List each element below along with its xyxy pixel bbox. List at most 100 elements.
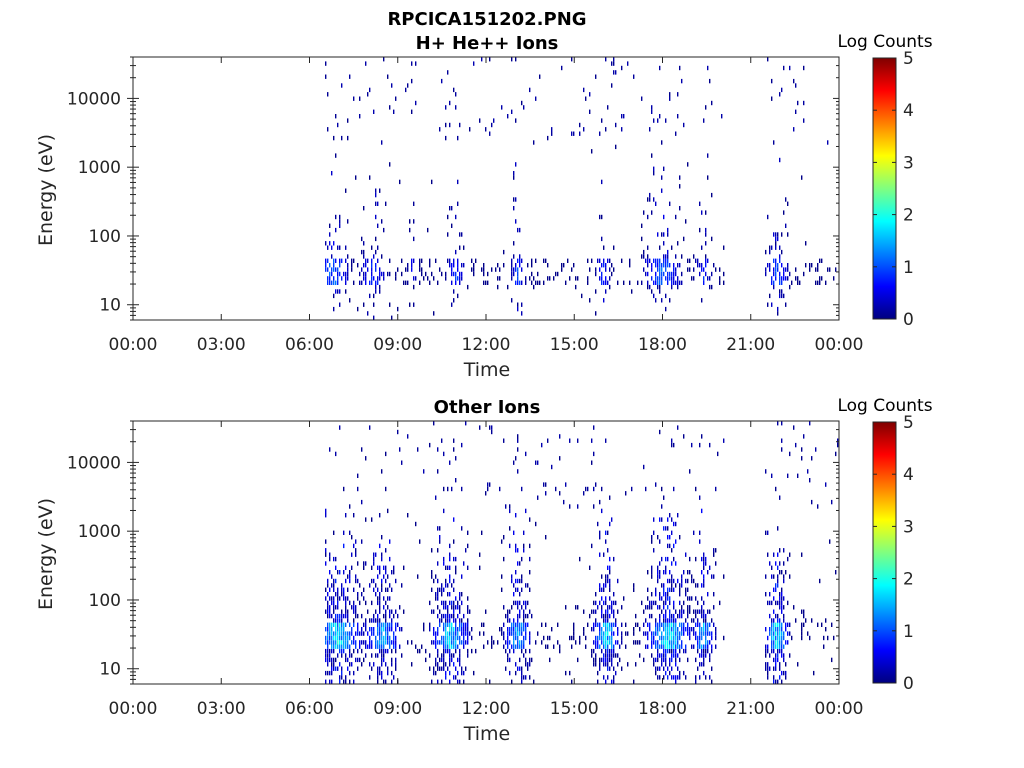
heatmap-cell [525, 635, 527, 641]
heatmap-cell [371, 263, 373, 268]
heatmap-cell [381, 627, 383, 632]
heatmap-cell [765, 648, 767, 654]
heatmap-cell [833, 635, 835, 641]
heatmap-cell [395, 640, 397, 645]
heatmap-cell [687, 631, 689, 636]
heatmap-cell [775, 258, 777, 263]
heatmap-cell [659, 267, 661, 272]
heatmap-cell [613, 70, 615, 75]
heatmap-cell [541, 640, 543, 645]
heatmap-cell [669, 587, 671, 592]
heatmap-cell [661, 556, 663, 562]
heatmap-cell [663, 214, 665, 220]
heatmap-cell [681, 578, 683, 584]
heatmap-cell [787, 473, 789, 478]
heatmap-cell [327, 276, 329, 281]
heatmap-cell [705, 640, 707, 645]
heatmap-cell [667, 526, 669, 531]
heatmap-cell [661, 609, 663, 614]
heatmap-cell [375, 192, 377, 198]
heatmap-cell [663, 583, 665, 588]
heatmap-cell [431, 609, 433, 614]
heatmap-cell [679, 535, 681, 540]
heatmap-cell [673, 442, 675, 448]
heatmap-cell [449, 622, 451, 627]
heatmap-cell [511, 644, 513, 649]
heatmap-cell [597, 679, 599, 684]
heatmap-cell [571, 635, 573, 641]
heatmap-cell [673, 486, 675, 492]
heatmap-cell [413, 219, 415, 224]
heatmap-cell [779, 271, 781, 277]
heatmap-cell [395, 662, 397, 667]
heatmap-cell [347, 271, 349, 277]
heatmap-cell [515, 219, 517, 224]
heatmap-cell [645, 605, 647, 610]
heatmap-cell [647, 570, 649, 575]
heatmap-cell [335, 280, 337, 285]
heatmap-cell [673, 653, 675, 658]
heatmap-cell [499, 486, 501, 492]
heatmap-cell [663, 653, 665, 658]
heatmap-cell [463, 640, 465, 645]
heatmap-cell [765, 574, 767, 579]
heatmap-cell [653, 197, 655, 202]
heatmap-cell [599, 644, 601, 649]
heatmap-cell [789, 271, 791, 277]
heatmap-cell [599, 635, 601, 641]
heatmap-cell [327, 578, 329, 584]
heatmap-cell [775, 657, 777, 663]
heatmap-cell [391, 640, 393, 645]
heatmap-cell [453, 539, 455, 544]
heatmap-cell [513, 530, 515, 535]
heatmap-cell [815, 447, 817, 452]
heatmap-cell [661, 622, 663, 627]
heatmap-cell [521, 648, 523, 654]
heatmap-cell [665, 600, 667, 606]
heatmap-cell [507, 640, 509, 645]
heatmap-cell [329, 635, 331, 641]
heatmap-cell [669, 535, 671, 540]
heatmap-cell [661, 644, 663, 649]
heatmap-cell [673, 556, 675, 562]
heatmap-cell [601, 574, 603, 579]
heatmap-cell [665, 648, 667, 654]
heatmap-cell [711, 648, 713, 654]
heatmap-cell [669, 613, 671, 619]
heatmap-cell [335, 451, 337, 457]
heatmap-cell [339, 640, 341, 645]
heatmap-cell [383, 605, 385, 610]
heatmap-cell [779, 666, 781, 671]
heatmap-cell [825, 627, 827, 632]
heatmap-cell [515, 635, 517, 641]
heatmap-cell [647, 245, 649, 250]
heatmap-cell [517, 302, 519, 307]
heatmap-cell [385, 662, 387, 667]
heatmap-cell [505, 648, 507, 654]
heatmap-cell [455, 570, 457, 575]
heatmap-cell [779, 289, 781, 294]
heatmap-cell [387, 605, 389, 610]
heatmap-cell [459, 605, 461, 610]
heatmap-cell [349, 653, 351, 658]
heatmap-cell [343, 587, 345, 592]
heatmap-cell [677, 635, 679, 641]
heatmap-cell [341, 635, 343, 641]
heatmap-cell [363, 302, 365, 307]
heatmap-cell [441, 583, 443, 588]
heatmap-cell [351, 267, 353, 272]
heatmap-cell [673, 276, 675, 281]
heatmap-cell [803, 100, 805, 106]
heatmap-cell [559, 648, 561, 654]
heatmap-cell [599, 622, 601, 627]
heatmap-cell [445, 613, 447, 619]
heatmap-cell [651, 605, 653, 610]
heatmap-cell [441, 618, 443, 623]
heatmap-cell [481, 267, 483, 272]
heatmap-cell [455, 675, 457, 680]
heatmap-cell [657, 570, 659, 575]
heatmap-cell [767, 666, 769, 671]
heatmap-cell [345, 271, 347, 277]
heatmap-cell [335, 267, 337, 272]
